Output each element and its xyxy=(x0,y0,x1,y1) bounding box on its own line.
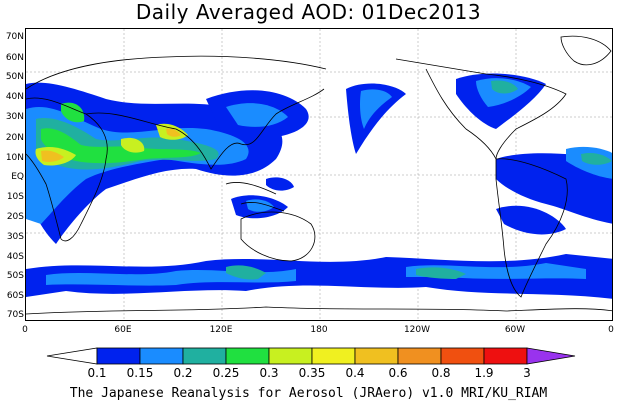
lon-label: 60W xyxy=(504,325,526,335)
lat-label: 30S xyxy=(6,232,24,242)
lon-label: 120E xyxy=(209,325,233,335)
colorbar-label: 0.2 xyxy=(173,366,193,380)
colorbar-swatch xyxy=(96,347,141,365)
colorbar-swatch xyxy=(440,347,485,365)
colorbar-label: 0.1 xyxy=(87,366,107,380)
coastlines xyxy=(26,35,612,315)
lat-label: 70N xyxy=(5,32,24,42)
colorbar-swatch xyxy=(268,347,313,365)
colorbar-label: 0.15 xyxy=(126,366,154,380)
lat-label: 40N xyxy=(5,92,24,102)
lat-label: 10S xyxy=(6,192,24,202)
lon-label: 60E xyxy=(114,325,132,335)
lat-label: 20N xyxy=(5,133,24,143)
colorbar-label: 0.6 xyxy=(388,366,408,380)
colorbar-swatch xyxy=(354,347,399,365)
lat-label: 50S xyxy=(6,271,24,281)
lat-label: 20S xyxy=(6,212,24,222)
lon-label: 180 xyxy=(310,325,328,335)
colorbar-swatch xyxy=(139,347,184,365)
lat-label: 60N xyxy=(5,53,24,63)
colorbar-swatch xyxy=(311,347,356,365)
aod-field xyxy=(26,73,612,299)
lat-label: 10N xyxy=(5,153,24,163)
lat-label: EQ xyxy=(11,172,24,182)
colorbar-swatch xyxy=(397,347,442,365)
credit-line: The Japanese Reanalysis for Aerosol (JRA… xyxy=(69,386,548,401)
lat-label: 40S xyxy=(6,252,24,262)
colorbar-swatch xyxy=(526,347,576,365)
colorbar-swatch xyxy=(483,347,528,365)
colorbar-label: 0.3 xyxy=(259,366,279,380)
lat-label: 50N xyxy=(5,72,24,82)
colorbar-label: 0.4 xyxy=(345,366,365,380)
lat-label: 60S xyxy=(6,291,24,301)
lon-label: 0 xyxy=(22,325,28,335)
map-title: Daily Averaged AOD: 01Dec2013 xyxy=(135,0,482,24)
colorbar-label: 0.25 xyxy=(212,366,240,380)
colorbar-label: 0.35 xyxy=(298,366,326,380)
colorbar-label: 0.8 xyxy=(431,366,451,380)
lat-label: 70S xyxy=(6,310,24,320)
colorbar-swatch xyxy=(46,347,98,365)
lat-label: 30N xyxy=(5,112,24,122)
colorbar-swatch xyxy=(225,347,270,365)
aod-map xyxy=(26,29,612,320)
map-panel xyxy=(25,28,613,321)
colorbar-label: 3 xyxy=(523,366,531,380)
lon-label: 0 xyxy=(608,325,614,335)
colorbar-swatch xyxy=(182,347,227,365)
colorbar-label: 1.9 xyxy=(474,366,494,380)
lon-label: 120W xyxy=(403,325,431,335)
